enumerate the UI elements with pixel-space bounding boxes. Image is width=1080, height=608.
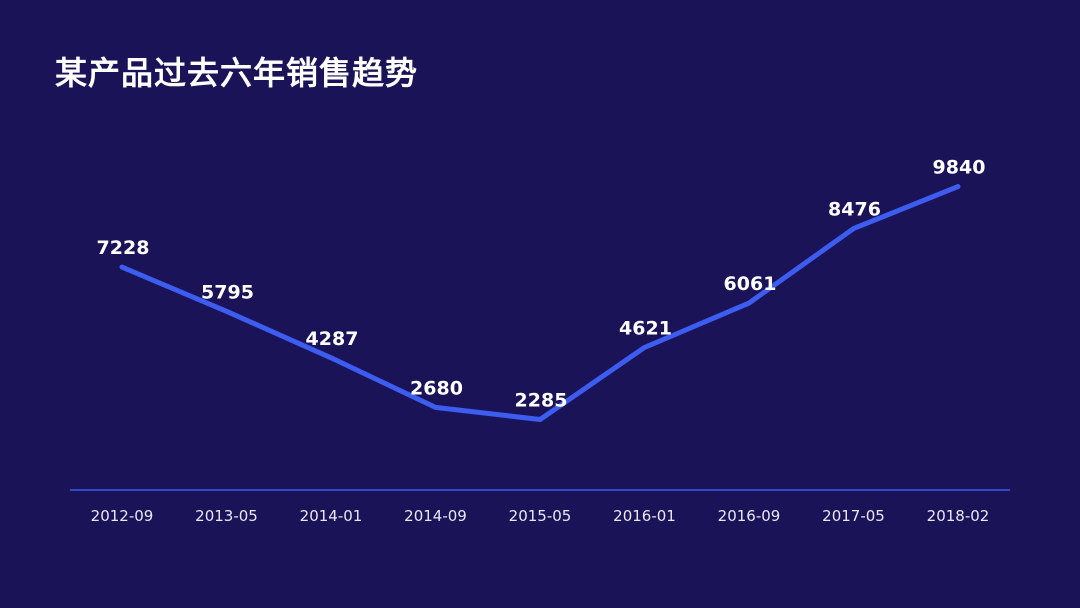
x-tick-label: 2018-02 — [927, 507, 990, 525]
x-tick-label: 2013-05 — [195, 507, 258, 525]
x-tick-label: 2017-05 — [822, 507, 885, 525]
x-tick-label: 2014-01 — [300, 507, 363, 525]
data-label: 2680 — [410, 377, 463, 399]
data-label: 6061 — [724, 273, 777, 295]
x-tick-label: 2015-05 — [509, 507, 572, 525]
data-label: 7228 — [97, 237, 150, 259]
x-tick-label: 2016-09 — [718, 507, 781, 525]
data-label: 4287 — [306, 328, 359, 350]
data-label: 8476 — [828, 199, 881, 221]
data-label: 2285 — [515, 390, 568, 412]
data-label: 9840 — [933, 157, 986, 179]
x-tick-label: 2014-09 — [404, 507, 467, 525]
x-tick-label: 2016-01 — [613, 507, 676, 525]
data-label: 5795 — [201, 281, 254, 303]
data-label: 4621 — [619, 317, 672, 339]
x-tick-label: 2012-09 — [91, 507, 154, 525]
chart-title: 某产品过去六年销售趋势 — [55, 54, 419, 92]
